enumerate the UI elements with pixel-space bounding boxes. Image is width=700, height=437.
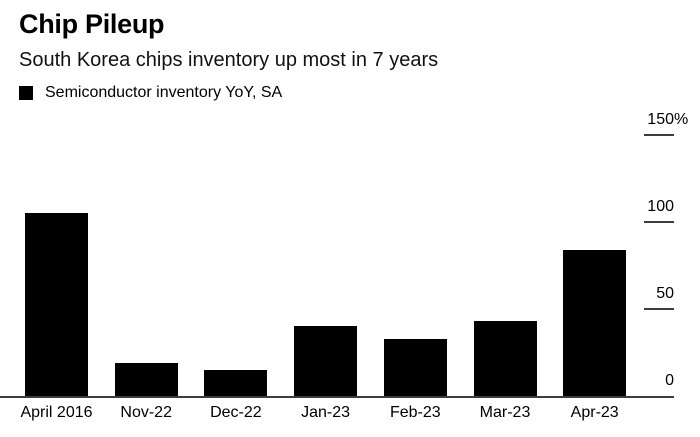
y-axis-tick-label: 100 (647, 198, 674, 215)
chart-bar-mar-23 (473, 321, 537, 396)
y-axis-tick-label: 0 (665, 372, 674, 389)
percent-sign: % (674, 111, 689, 128)
chart-title: Chip Pileup (19, 9, 165, 39)
y-axis-tick-label: 50 (656, 285, 674, 302)
chart-bar-april-2016 (25, 213, 88, 396)
legend-swatch-icon (19, 86, 33, 100)
x-axis-label: Dec-22 (210, 404, 262, 421)
y-axis-tick-label: 150% (647, 111, 689, 128)
y-axis-tick (644, 221, 674, 223)
x-axis-baseline (0, 396, 674, 398)
legend: Semiconductor inventory YoY, SA (19, 85, 282, 101)
chart-bar-feb-23 (383, 338, 447, 396)
y-axis-tick (644, 134, 674, 136)
legend-label: Semiconductor inventory YoY, SA (45, 84, 283, 101)
chart-bar-jan-23 (294, 326, 358, 396)
x-axis-label: Apr-23 (570, 404, 619, 421)
x-axis-label: Jan-23 (301, 404, 351, 421)
chart-subtitle: South Korea chips inventory up most in 7… (19, 49, 439, 71)
x-axis-label: Nov-22 (120, 404, 172, 421)
x-axis-label: April 2016 (20, 404, 93, 421)
chart-bar-apr-23 (563, 249, 627, 396)
chart-bar-dec-22 (204, 369, 268, 396)
x-axis-label: Mar-23 (479, 404, 531, 421)
chart-bar-nov-22 (114, 362, 178, 396)
y-axis-tick (644, 308, 674, 310)
x-axis-label: Feb-23 (389, 404, 441, 421)
